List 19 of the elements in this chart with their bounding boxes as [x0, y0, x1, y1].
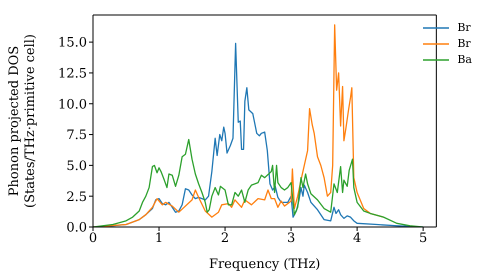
legend-label: Br [457, 20, 471, 36]
legend-label: Ba [457, 52, 472, 68]
x-tick-label: 1 [154, 231, 164, 246]
x-axis-title: Frequency (THz) [208, 257, 320, 272]
y-tick-label: 0.0 [66, 220, 87, 236]
y-tick-label: 2.5 [66, 190, 87, 205]
y-tick-label: 15.0 [58, 36, 87, 51]
x-tick-label: 0 [88, 231, 98, 246]
legend-label: Br [457, 36, 471, 52]
y-axis-title: Phonon projected DOS (States/THz·primitive cell) [7, 34, 38, 208]
line-series [93, 138, 424, 227]
x-tick-label: 3 [286, 231, 296, 246]
y-tick-label: 10.0 [58, 97, 87, 112]
y-tick-label: 12.5 [58, 66, 87, 82]
x-tick-label: 4 [352, 231, 362, 246]
y-tick-label: 7.5 [66, 128, 87, 144]
y-tick-label: 5.0 [66, 158, 87, 174]
x-tick-label: 2 [220, 231, 230, 246]
x-tick-label: 5 [419, 231, 428, 246]
